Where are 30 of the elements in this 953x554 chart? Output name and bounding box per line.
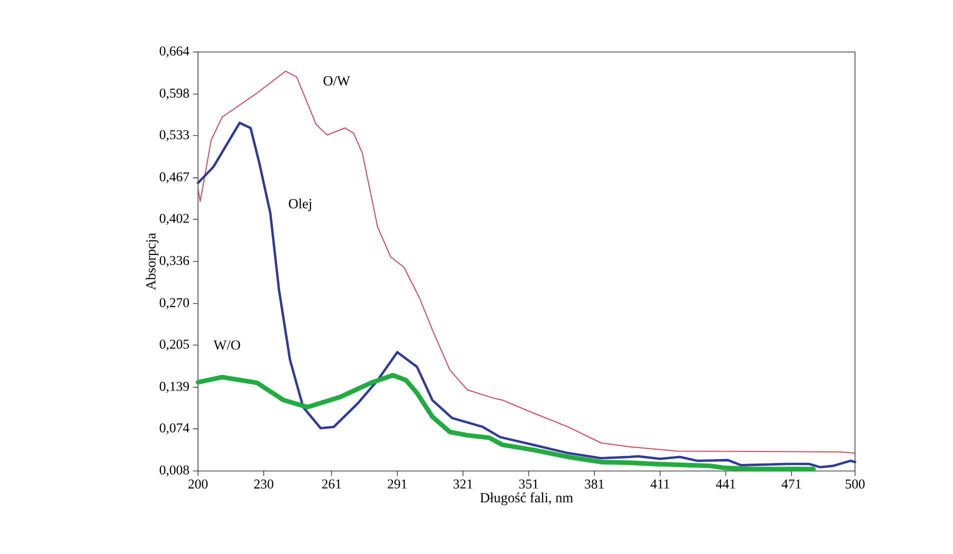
y-tick-label: 0,467 <box>160 172 190 184</box>
series-label: O/W <box>324 76 350 86</box>
y-tick-label: 0,008 <box>160 465 189 476</box>
text: W/O <box>214 340 240 350</box>
x-tick-label: 261 <box>322 480 341 489</box>
x-tick-label: 230 <box>254 479 274 489</box>
x-tick-label: 291 <box>388 480 407 489</box>
y-tick-label: 0,139 <box>160 382 189 393</box>
x-tick-label: 381 <box>584 479 604 489</box>
y-tick-label: 0,533 <box>160 130 189 142</box>
y-tick-label: 0,270 <box>160 298 189 310</box>
x-tick-label: 441 <box>716 480 736 488</box>
line-series <box>196 122 856 468</box>
y-tick-label: 0,074 <box>160 423 190 434</box>
x-tick-label: 500 <box>846 479 865 489</box>
line-series <box>196 372 816 472</box>
x-tick-label: 411 <box>650 480 670 488</box>
x-tick-label: 321 <box>454 480 472 489</box>
y-tick-label: 0,336 <box>160 256 190 267</box>
x-tick-label: 471 <box>782 480 801 488</box>
series-label: Olej <box>288 198 312 212</box>
y-tick-label: 0,402 <box>160 214 189 225</box>
y-tick-label: 0,664 <box>160 46 190 58</box>
y-axis-title: Absorpcja <box>146 233 158 290</box>
x-axis-title: Długość fali, nm <box>480 492 573 506</box>
y-tick-label: 0,205 <box>160 340 189 351</box>
y-tick-label: 0,598 <box>160 88 189 100</box>
line-series <box>198 70 856 454</box>
x-tick-label: 351 <box>519 480 538 489</box>
x-tick-label: 200 <box>188 479 208 489</box>
